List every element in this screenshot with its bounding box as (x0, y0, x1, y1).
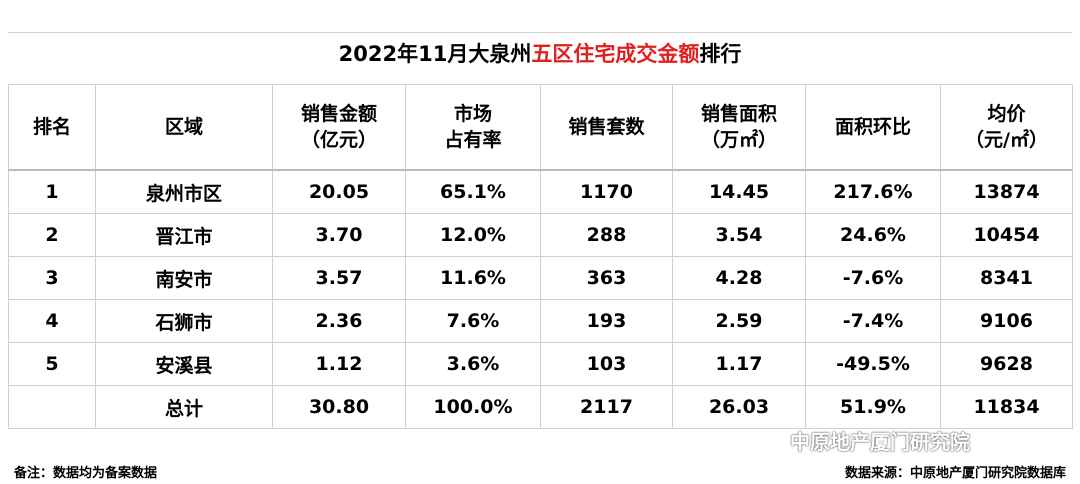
total-label: 总计 (95, 385, 273, 429)
header-line: 销售金额 (300, 103, 377, 125)
title-part: 2022年11月大泉州 (338, 42, 532, 66)
cell: 石狮市 (95, 299, 273, 343)
data-table: 排名 区域 销售金额 （亿元） 市场占有率 销售套数 销售面积 （万㎡） 面积环比 均价 （元/㎡）… (8, 84, 1073, 429)
column-header: 面积环比 (805, 84, 941, 171)
cell: 4.28 (672, 256, 806, 300)
cell: 288 (540, 213, 673, 257)
cell: 3.57 (272, 256, 406, 300)
column-header: 排名 (8, 84, 96, 171)
cell: 24.6% (805, 213, 941, 257)
header-line: 均价 (987, 103, 1026, 125)
header-line: 市场 (453, 103, 492, 125)
cell: 8341 (940, 256, 1073, 300)
cell: 26.03 (672, 385, 806, 429)
footnote: 备注：数据均为备案数据 (14, 466, 158, 481)
cell: 363 (540, 256, 673, 300)
cell: 9628 (940, 342, 1073, 386)
cell: 12.0% (405, 213, 541, 257)
cell: 1.17 (672, 342, 806, 386)
cell: 2.36 (272, 299, 406, 343)
cell: 1.12 (272, 342, 406, 386)
cell: 5 (8, 342, 96, 386)
cell: 2.59 (672, 299, 806, 343)
header-row: 排名 区域 销售金额 （亿元） 市场占有率 销售套数 销售面积 （万㎡） 面积环比 均价 （元/㎡） (8, 84, 1073, 171)
column-header: 市场 占有率 (405, 84, 541, 171)
cell: 9106 (940, 299, 1073, 343)
cell: -7.6% (805, 256, 941, 300)
cell: 65.1% (405, 169, 541, 214)
cell: -49.5% (805, 342, 941, 386)
title: 2022年11月大泉州五区住宅成交金额排行 (0, 38, 1080, 68)
cell: 1 (8, 169, 96, 214)
cell: 2 (8, 213, 96, 257)
column-header: 销售套数 (540, 84, 673, 171)
cell: 193 (540, 299, 673, 343)
cell: 泉州市区 (95, 169, 273, 214)
header-line: 占有率 (444, 129, 502, 151)
cell (8, 385, 96, 429)
title-part: 排行 (699, 42, 742, 66)
cell: 3 (8, 256, 96, 300)
cell: 11.6% (405, 256, 541, 300)
cell: 7.6% (405, 299, 541, 343)
cell: 11834 (940, 385, 1073, 429)
header-line: 销售面积 (700, 103, 777, 125)
cell: 南安市 (95, 256, 273, 300)
header-line: （亿元） (300, 129, 377, 151)
column-header: 销售金额 （亿元） (272, 84, 406, 171)
cell: 103 (540, 342, 673, 386)
data-row: 1 泉州市区 20.05 65.1% 1170 14.45 217.6% 13874 (8, 169, 1073, 214)
header-line: 区域 (164, 116, 203, 138)
header-line: 排名 (32, 116, 71, 138)
data-row: 3 南安市 3.57 11.6% 363 4.28 -7.6% 8341 (8, 256, 1073, 300)
cell: 晋江市 (95, 213, 273, 257)
cell: 13874 (940, 169, 1073, 214)
cell: 217.6% (805, 169, 941, 214)
title-highlight: 五区住宅成交金额 (531, 42, 700, 66)
cell: -7.4% (805, 299, 941, 343)
cell: 2117 (540, 385, 673, 429)
cell: 3.6% (405, 342, 541, 386)
cell: 14.45 (672, 169, 806, 214)
watermark: 中原地产厦门研究院 (790, 430, 970, 454)
header-line: （元/㎡） (965, 129, 1048, 151)
data-row: 5 安溪县 1.12 3.6% 103 1.17 -49.5% 9628 (8, 342, 1073, 386)
top-rule (8, 32, 1072, 33)
source: 数据来源：中原地产厦门研究院数据库 (844, 466, 1066, 481)
cell: 4 (8, 299, 96, 343)
total-row: 总计 30.80 100.0% 2117 26.03 51.9% 11834 (8, 385, 1073, 429)
data-row: 2 晋江市 3.70 12.0% 288 3.54 24.6% 10454 (8, 213, 1073, 257)
cell: 20.05 (272, 169, 406, 214)
cell: 10454 (940, 213, 1073, 257)
column-header: 销售面积 （万㎡） (672, 84, 806, 171)
header-line: 销售套数 (568, 116, 645, 138)
cell: 51.9% (805, 385, 941, 429)
cell: 1170 (540, 169, 673, 214)
cell: 30.80 (272, 385, 406, 429)
header-line: 面积环比 (834, 116, 911, 138)
cell: 3.70 (272, 213, 406, 257)
column-header: 均价 （元/㎡） (940, 84, 1073, 171)
header-line: （万㎡） (700, 129, 777, 151)
cell: 100.0% (405, 385, 541, 429)
cell: 安溪县 (95, 342, 273, 386)
column-header: 区域 (95, 84, 273, 171)
cell: 3.54 (672, 213, 806, 257)
data-row: 4 石狮市 2.36 7.6% 193 2.59 -7.4% 9106 (8, 299, 1073, 343)
